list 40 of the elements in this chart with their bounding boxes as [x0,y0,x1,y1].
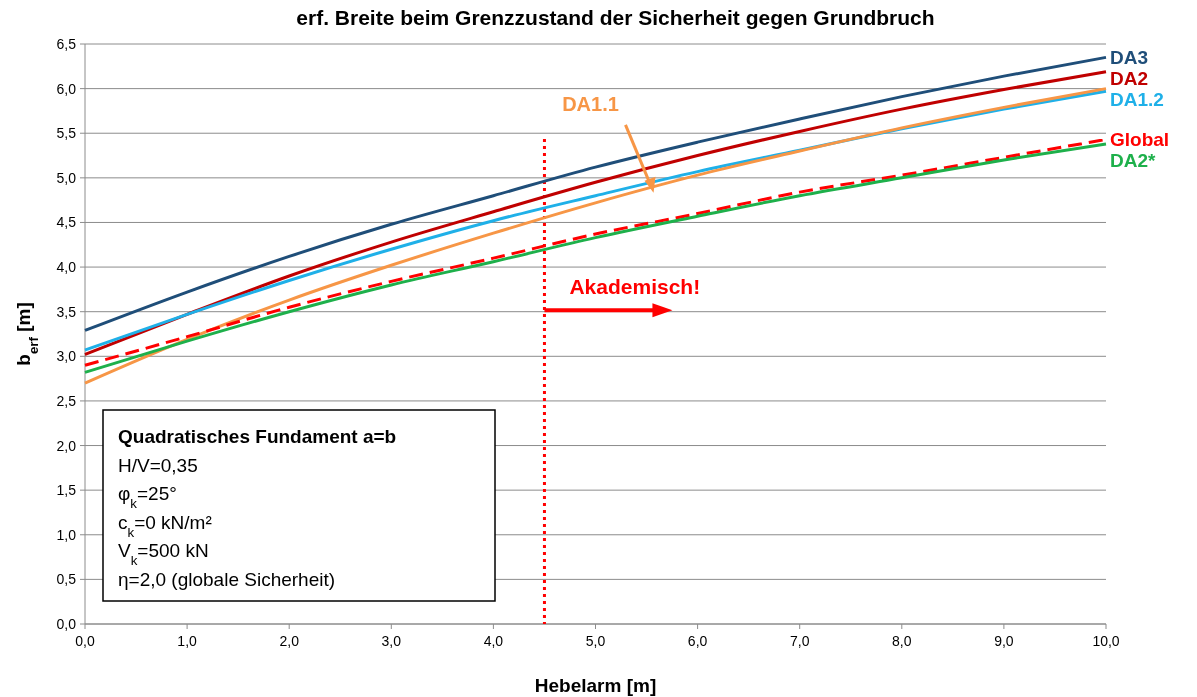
y-tick-label: 6,5 [56,36,77,52]
annotation: V$_{k}$=500 kN [118,540,209,568]
x-tick-label: 3,0 [381,633,402,649]
x-tick-label: 2,0 [279,633,300,649]
y-tick-label: 2,0 [56,437,77,454]
series-label: Global [1110,129,1170,151]
y-tick-label: 1,5 [56,482,77,499]
y-tick-label: 0,0 [56,616,77,632]
y-tick-label: 3,5 [56,303,77,320]
series-label: DA1.2 [1110,89,1164,111]
x-tick-label: 0,0 [75,633,95,649]
annotation: Akademisch! [569,275,701,299]
text: DA1.1 [562,92,619,115]
annotation: φ$_{k}$=25° [118,483,177,511]
x-axis-title: Hebelarm [m] [534,675,657,696]
y-tick-label: 6,0 [56,80,77,97]
series-label: DA2* [1110,150,1157,172]
x-tick-label: 4,0 [483,633,504,649]
annotation: Quadratisches Fundament a=b [118,426,397,447]
chart-title: erf. Breite beim Grenzzustand der Sicherheit gegen Grundbruch [296,6,935,29]
x-tick-label: 7,0 [789,633,810,649]
y-tick-label: 2,5 [56,392,77,409]
series-label: DA3 [1110,47,1149,69]
y-tick-label: 0,5 [56,571,77,588]
annotation: H/V=0,35 [118,454,198,476]
y-tick-label: 5,0 [56,169,77,186]
y-tick-label: 4,0 [56,259,77,276]
y-tick-label: 5,5 [56,125,77,142]
x-tick-label: 5,0 [585,633,606,649]
y-tick-label: 3,0 [56,348,77,365]
y-tick-label: 1,0 [56,526,77,543]
annotation: η=2,0 (globale Sicherheit) [118,568,336,590]
x-tick-label: 10,0 [1092,633,1120,649]
series-label: DA2 [1110,68,1149,90]
y-tick-label: 4,5 [56,214,77,231]
x-tick-label: 9,0 [994,633,1014,649]
x-tick-label: 8,0 [892,633,912,649]
annotation: c$_{k}$=0 kN/m² [118,511,212,539]
x-tick-label: 1,0 [177,633,198,649]
x-tick-label: 6,0 [687,633,708,649]
